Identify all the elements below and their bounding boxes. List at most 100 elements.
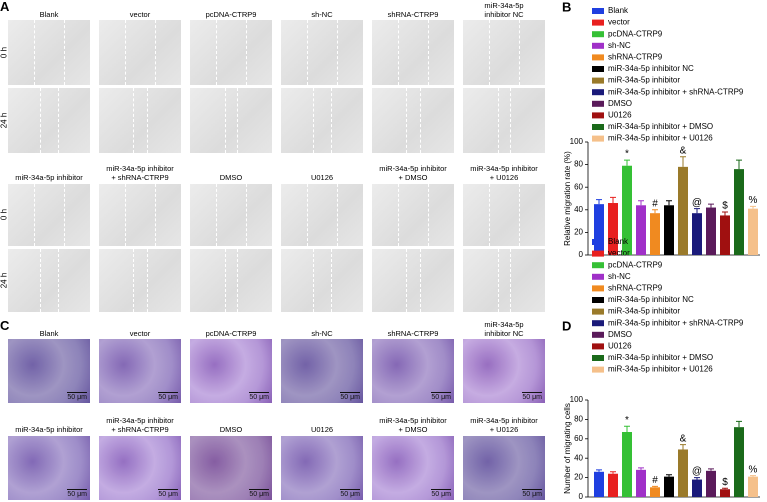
scratch-image xyxy=(99,88,181,153)
scratch-edge xyxy=(427,20,429,85)
column-label: miR-34a-5p inhibitor NC xyxy=(484,320,524,338)
y-tick-label: 60 xyxy=(574,182,583,191)
scratch-edge xyxy=(34,184,36,246)
bar xyxy=(748,208,758,255)
column-label: miR-34a-5p inhibitor + U0126 xyxy=(470,416,538,434)
y-tick-label: 100 xyxy=(570,395,584,404)
scratch-image xyxy=(190,249,272,312)
column-label: miR-34a-5p inhibitor NC xyxy=(484,1,524,19)
annotation: % xyxy=(749,464,758,475)
bar xyxy=(734,169,744,255)
scratch-edge xyxy=(398,20,400,85)
bar xyxy=(720,215,730,255)
bar xyxy=(720,489,730,497)
annotation: % xyxy=(749,195,758,206)
scratch-edge xyxy=(34,20,36,85)
y-tick-label: 80 xyxy=(574,415,583,424)
error-bar xyxy=(624,159,630,166)
error-bar xyxy=(596,199,602,205)
scratch-edge xyxy=(312,249,314,312)
scratch-image xyxy=(463,249,545,312)
scratch-edge xyxy=(147,88,149,153)
scratch-edge xyxy=(498,249,500,312)
bar xyxy=(706,470,716,497)
bar xyxy=(706,207,716,255)
legend-swatch xyxy=(592,262,604,269)
scratch-image xyxy=(463,184,545,246)
column-label: shRNA-CTRP9 xyxy=(387,10,439,19)
y-tick-label: 20 xyxy=(574,228,583,237)
stained-image: 50 μm xyxy=(8,436,90,500)
stained-image: 50 μm xyxy=(190,339,272,403)
scratch-edge xyxy=(225,249,227,312)
legend-label: U0126 xyxy=(608,111,632,120)
legend-label: miR-34a-5p inhibitor + DMSO xyxy=(608,122,713,131)
bar xyxy=(608,473,618,497)
column-label: miR-34a-5p inhibitor xyxy=(15,173,83,182)
bar xyxy=(664,205,674,255)
column-label: pcDNA-CTRP9 xyxy=(205,329,257,338)
bar xyxy=(636,469,646,497)
scale-bar: 50 μm xyxy=(522,392,542,401)
annotation: $ xyxy=(722,477,728,488)
error-bar xyxy=(694,477,700,480)
scale-bar: 50 μm xyxy=(158,392,178,401)
bar xyxy=(636,205,646,255)
legend-swatch xyxy=(592,8,604,14)
error-bar xyxy=(680,444,686,450)
bar xyxy=(622,432,632,497)
legend-swatch xyxy=(592,54,604,61)
legend-label: sh-NC xyxy=(608,41,631,50)
legend-swatch xyxy=(592,77,604,84)
error-bar xyxy=(652,485,658,488)
y-tick-label: 0 xyxy=(579,250,584,259)
stained-image: 50 μm xyxy=(463,436,545,500)
annotation: * xyxy=(625,149,629,160)
scale-bar: 50 μm xyxy=(431,489,451,498)
annotation: @ xyxy=(692,466,702,477)
y-tick-label: 80 xyxy=(574,160,583,169)
panel-letter: D xyxy=(562,318,571,333)
bar xyxy=(678,166,688,255)
scratch-image xyxy=(281,20,363,85)
error-bar xyxy=(736,420,742,428)
error-bar xyxy=(750,475,756,477)
column-label: vector xyxy=(129,329,151,338)
column-label: U0126 xyxy=(310,425,334,434)
legend-label: pcDNA-CTRP9 xyxy=(608,29,663,38)
legend-label: miR-34a-5p inhibitor NC xyxy=(608,64,694,73)
scratch-edge xyxy=(63,20,65,85)
panel-letter: A xyxy=(0,0,10,14)
scratch-image xyxy=(8,88,90,153)
scratch-edge xyxy=(509,249,511,312)
column-label: pcDNA-CTRP9 xyxy=(205,10,257,19)
legend-swatch xyxy=(592,100,604,107)
error-bar xyxy=(638,200,644,206)
legend-label: U0126 xyxy=(608,342,632,351)
column-label: miR-34a-5p inhibitor + shRNA-CTRP9 xyxy=(106,416,174,434)
legend-label: miR-34a-5p inhibitor + U0126 xyxy=(608,134,713,143)
legend-label: vector xyxy=(608,18,630,27)
error-bar xyxy=(722,211,728,216)
scratch-edge xyxy=(398,184,400,246)
stained-image: 50 μm xyxy=(190,436,272,500)
stained-image: 50 μm xyxy=(99,339,181,403)
legend-swatch xyxy=(592,343,604,350)
stained-image: 50 μm xyxy=(281,436,363,500)
legend-label: miR-34a-5p inhibitor xyxy=(608,307,680,316)
scratch-edge xyxy=(245,184,247,246)
scratch-image xyxy=(372,184,454,246)
error-bar xyxy=(708,203,714,208)
error-bar xyxy=(736,159,742,170)
scratch-edge xyxy=(331,88,333,153)
scratch-edge xyxy=(236,88,238,153)
column-label: sh-NC xyxy=(311,10,333,19)
scratch-edge xyxy=(509,88,511,153)
column-label: Blank xyxy=(39,329,59,338)
bar xyxy=(608,203,618,255)
scratch-edge xyxy=(154,184,156,246)
column-label: miR-34a-5p inhibitor + DMSO xyxy=(379,164,447,182)
scratch-edge xyxy=(427,184,429,246)
legend-label: sh-NC xyxy=(608,272,631,281)
scratch-image xyxy=(463,20,545,85)
